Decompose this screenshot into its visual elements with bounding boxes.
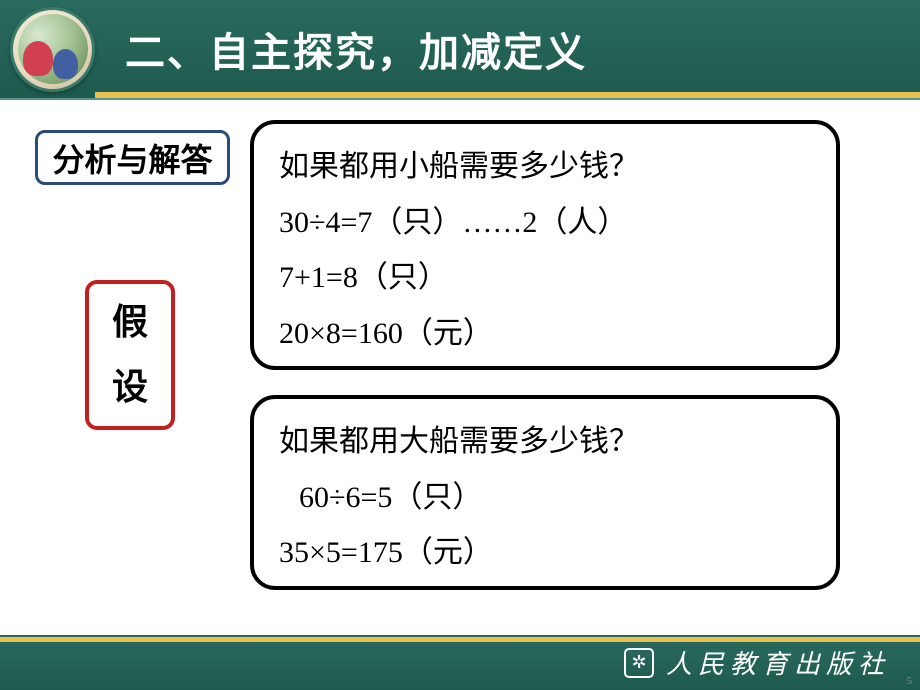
big-boat-question: 如果都用大船需要多少钱？ (279, 414, 811, 470)
big-boat-multiplication: 35×5=175（元） (279, 525, 811, 581)
analysis-label-box: 分析与解答 (35, 130, 230, 185)
small-boat-question: 如果都用小船需要多少钱？ (279, 139, 811, 195)
logo-illustration (18, 14, 88, 84)
slide-footer: ✲ 人民教育出版社 (0, 635, 920, 690)
small-boat-addition: 7+1=8（只） (279, 250, 811, 306)
page-number: 5 (907, 675, 913, 687)
assumption-box: 假 设 (85, 280, 175, 430)
assumption-char-2: 设 (112, 355, 148, 420)
slide-content: 分析与解答 假 设 如果都用小船需要多少钱？ 30÷4=7（只）……2（人） 7… (0, 100, 920, 630)
publisher-logo-icon: ✲ (624, 648, 654, 678)
slide-title: 二、自主探究，加减定义 (125, 20, 587, 78)
small-boat-division: 30÷4=7（只）……2（人） (279, 195, 811, 251)
calculation-box-big-boat: 如果都用大船需要多少钱？ 60÷6=5（只） 35×5=175（元） (250, 395, 840, 590)
header-logo-badge (10, 7, 95, 92)
footer-accent-stripe (0, 637, 920, 642)
assumption-char-1: 假 (112, 290, 148, 355)
small-boat-multiplication: 20×8=160（元） (279, 306, 811, 362)
big-boat-division: 60÷6=5（只） (279, 470, 811, 526)
publisher-name: 人民教育出版社 (666, 644, 890, 681)
calculation-box-small-boat: 如果都用小船需要多少钱？ 30÷4=7（只）……2（人） 7+1=8（只） 20… (250, 120, 840, 370)
slide-header: 二、自主探究，加减定义 (0, 0, 920, 100)
analysis-label: 分析与解答 (52, 135, 212, 181)
header-accent-stripe (95, 92, 920, 98)
